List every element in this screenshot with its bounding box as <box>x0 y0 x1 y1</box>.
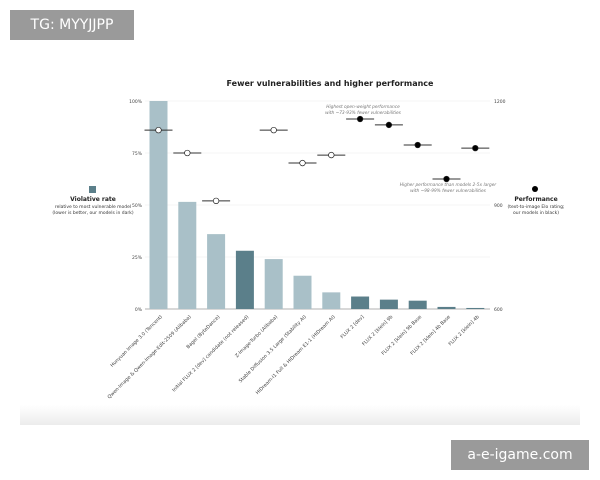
bar <box>264 259 283 309</box>
performance-point <box>184 149 191 157</box>
performance-point <box>385 121 393 129</box>
chart-title: Fewer vulnerabilities and higher perform… <box>227 79 435 88</box>
left-axis-title: Violative rate <box>70 196 116 203</box>
bar <box>466 307 485 309</box>
annotation-text: with ~98-99% fewer vulnerabilities <box>410 188 487 194</box>
left-tick-label: 25% <box>132 255 143 261</box>
bar <box>379 299 398 309</box>
performance-point <box>443 175 450 183</box>
performance-point <box>270 126 277 134</box>
right-axis-subtitle: (text-to-image Elo rating; <box>507 204 564 210</box>
category-label: FLUX 2 [klein] 4b <box>448 314 481 347</box>
right-axis-subtitle: our models in black) <box>513 210 559 216</box>
performance-point <box>155 126 162 134</box>
performance-point <box>472 144 479 152</box>
performance-point <box>212 197 220 204</box>
right-axis-title: Performance <box>514 196 557 203</box>
card-shadow <box>20 405 580 425</box>
bar <box>351 296 370 309</box>
annotation-text: with ~73-93% fewer vulnerabilities <box>325 110 402 116</box>
bar <box>293 275 312 309</box>
watermark-top-left: TG: MYYJJPP <box>10 10 134 40</box>
performance-point <box>299 159 306 167</box>
right-tick-label: 900 <box>494 203 503 209</box>
annotation-text: Higher performance than models 2-5x larg… <box>400 182 497 188</box>
right-tick-label: 600 <box>494 307 503 313</box>
left-tick-label: 0% <box>135 307 143 313</box>
left-axis-subtitle: (lower is better, our models in dark) <box>52 210 133 216</box>
performance-legend-icon <box>532 186 538 192</box>
left-tick-label: 50% <box>132 203 143 209</box>
right-tick-label: 1200 <box>494 99 506 105</box>
bar <box>322 292 341 309</box>
bar <box>178 201 197 309</box>
left-tick-label: 75% <box>132 151 143 157</box>
category-label: FLUX 2 [klein] 9b <box>361 314 394 347</box>
bar <box>207 234 226 309</box>
category-label: FLUX 2 [dev] <box>340 314 366 340</box>
bar <box>149 101 168 309</box>
left-axis-subtitle: relative to most vulnerable model <box>55 204 131 210</box>
category-label: Hunyuan Image 3.0 (Tencent) <box>109 314 164 369</box>
left-tick-label: 100% <box>129 99 143 105</box>
annotation-text: Highest open-weight performance <box>326 104 400 110</box>
performance-point <box>356 115 364 123</box>
violative-rate-legend-icon <box>89 186 96 193</box>
bar <box>408 300 427 309</box>
bar <box>437 306 456 309</box>
watermark-bottom-right: a-e-igame.com <box>451 440 589 470</box>
bar <box>235 250 254 309</box>
performance-point <box>414 141 421 149</box>
performance-point <box>328 151 335 159</box>
